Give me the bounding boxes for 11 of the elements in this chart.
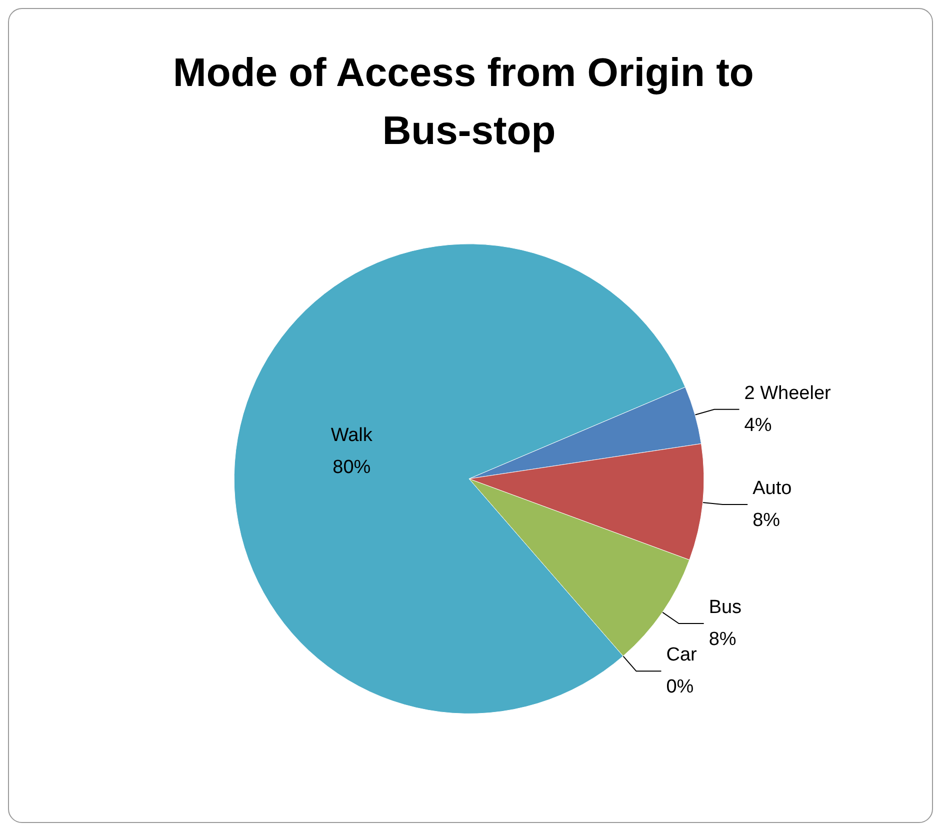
slice-label: Bus: [708, 597, 742, 618]
data-label: 8%: [708, 629, 736, 650]
slice-label: Walk: [330, 425, 373, 446]
slice-label: Auto: [752, 478, 792, 500]
chart-title: Mode of Access from Origin to Bus-stop: [173, 51, 765, 153]
data-label: 80%: [332, 457, 371, 478]
text: 0%: [666, 676, 694, 698]
legend-label: Car: [666, 644, 698, 666]
data-label: 8%: [752, 510, 780, 532]
data-label: 4%: [744, 414, 772, 436]
slice-label: 2 Wheeler: [744, 382, 832, 404]
